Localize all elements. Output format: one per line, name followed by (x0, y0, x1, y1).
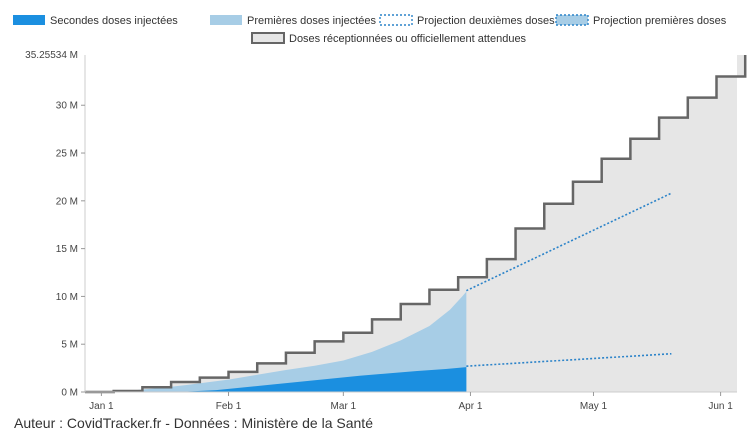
legend-swatch (379, 14, 413, 26)
x-tick-label: May 1 (580, 401, 608, 412)
x-tick-label: Feb 1 (216, 401, 242, 412)
legend-item-proj2: Projection deuxièmes doses (379, 14, 555, 27)
delivered-step-line (85, 55, 747, 394)
chart: Secondes doses injectées Premières doses … (13, 14, 747, 412)
legend-swatch (13, 15, 45, 25)
y-tick-label: 25 M (56, 149, 78, 160)
y-tick-label: 5 M (61, 340, 78, 351)
x-tick-label: Jun 1 (708, 401, 733, 412)
y-tick-label: 15 M (56, 244, 78, 255)
legend-label: Projection deuxièmes doses (417, 15, 555, 27)
second-doses-area (85, 367, 467, 392)
legend-swatch (555, 14, 589, 26)
legend: Secondes doses injectées Premières doses … (13, 14, 727, 45)
y-max-label: 35.25534 M (25, 50, 78, 61)
legend-label: Premières doses injectées (247, 15, 377, 27)
credit-text: Auteur : CovidTracker.fr - Données : Min… (14, 415, 373, 431)
legend-item-second: Secondes doses injectées (13, 15, 178, 27)
legend-label: Doses réceptionnées ou officiellement at… (289, 33, 527, 45)
y-tick-label: 30 M (56, 101, 78, 112)
first-doses-area (85, 291, 467, 392)
x-tick-label: Apr 1 (459, 401, 483, 412)
legend-label: Secondes doses injectées (50, 15, 178, 27)
legend-label: Projection premières doses (593, 15, 727, 27)
x-tick-label: Mar 1 (331, 401, 357, 412)
legend-swatch (210, 15, 242, 25)
y-tick-label: 0 M (61, 388, 78, 399)
plot-area (85, 55, 747, 394)
y-tick-label: 20 M (56, 196, 78, 207)
legend-item-first: Premières doses injectées (210, 15, 377, 27)
legend-swatch (251, 32, 285, 44)
delivered-area (85, 55, 746, 392)
axes: 0 M 5 M 10 M 15 M 20 M 25 M 30 M 35.25534 M Jan … (25, 50, 737, 412)
x-tick-label: Jan 1 (89, 401, 114, 412)
legend-item-proj1: Projection premières doses (555, 14, 727, 27)
legend-item-delivered: Doses réceptionnées ou officiellement at… (251, 32, 527, 45)
projection-first-line (466, 192, 672, 292)
y-tick-label: 10 M (56, 292, 78, 303)
